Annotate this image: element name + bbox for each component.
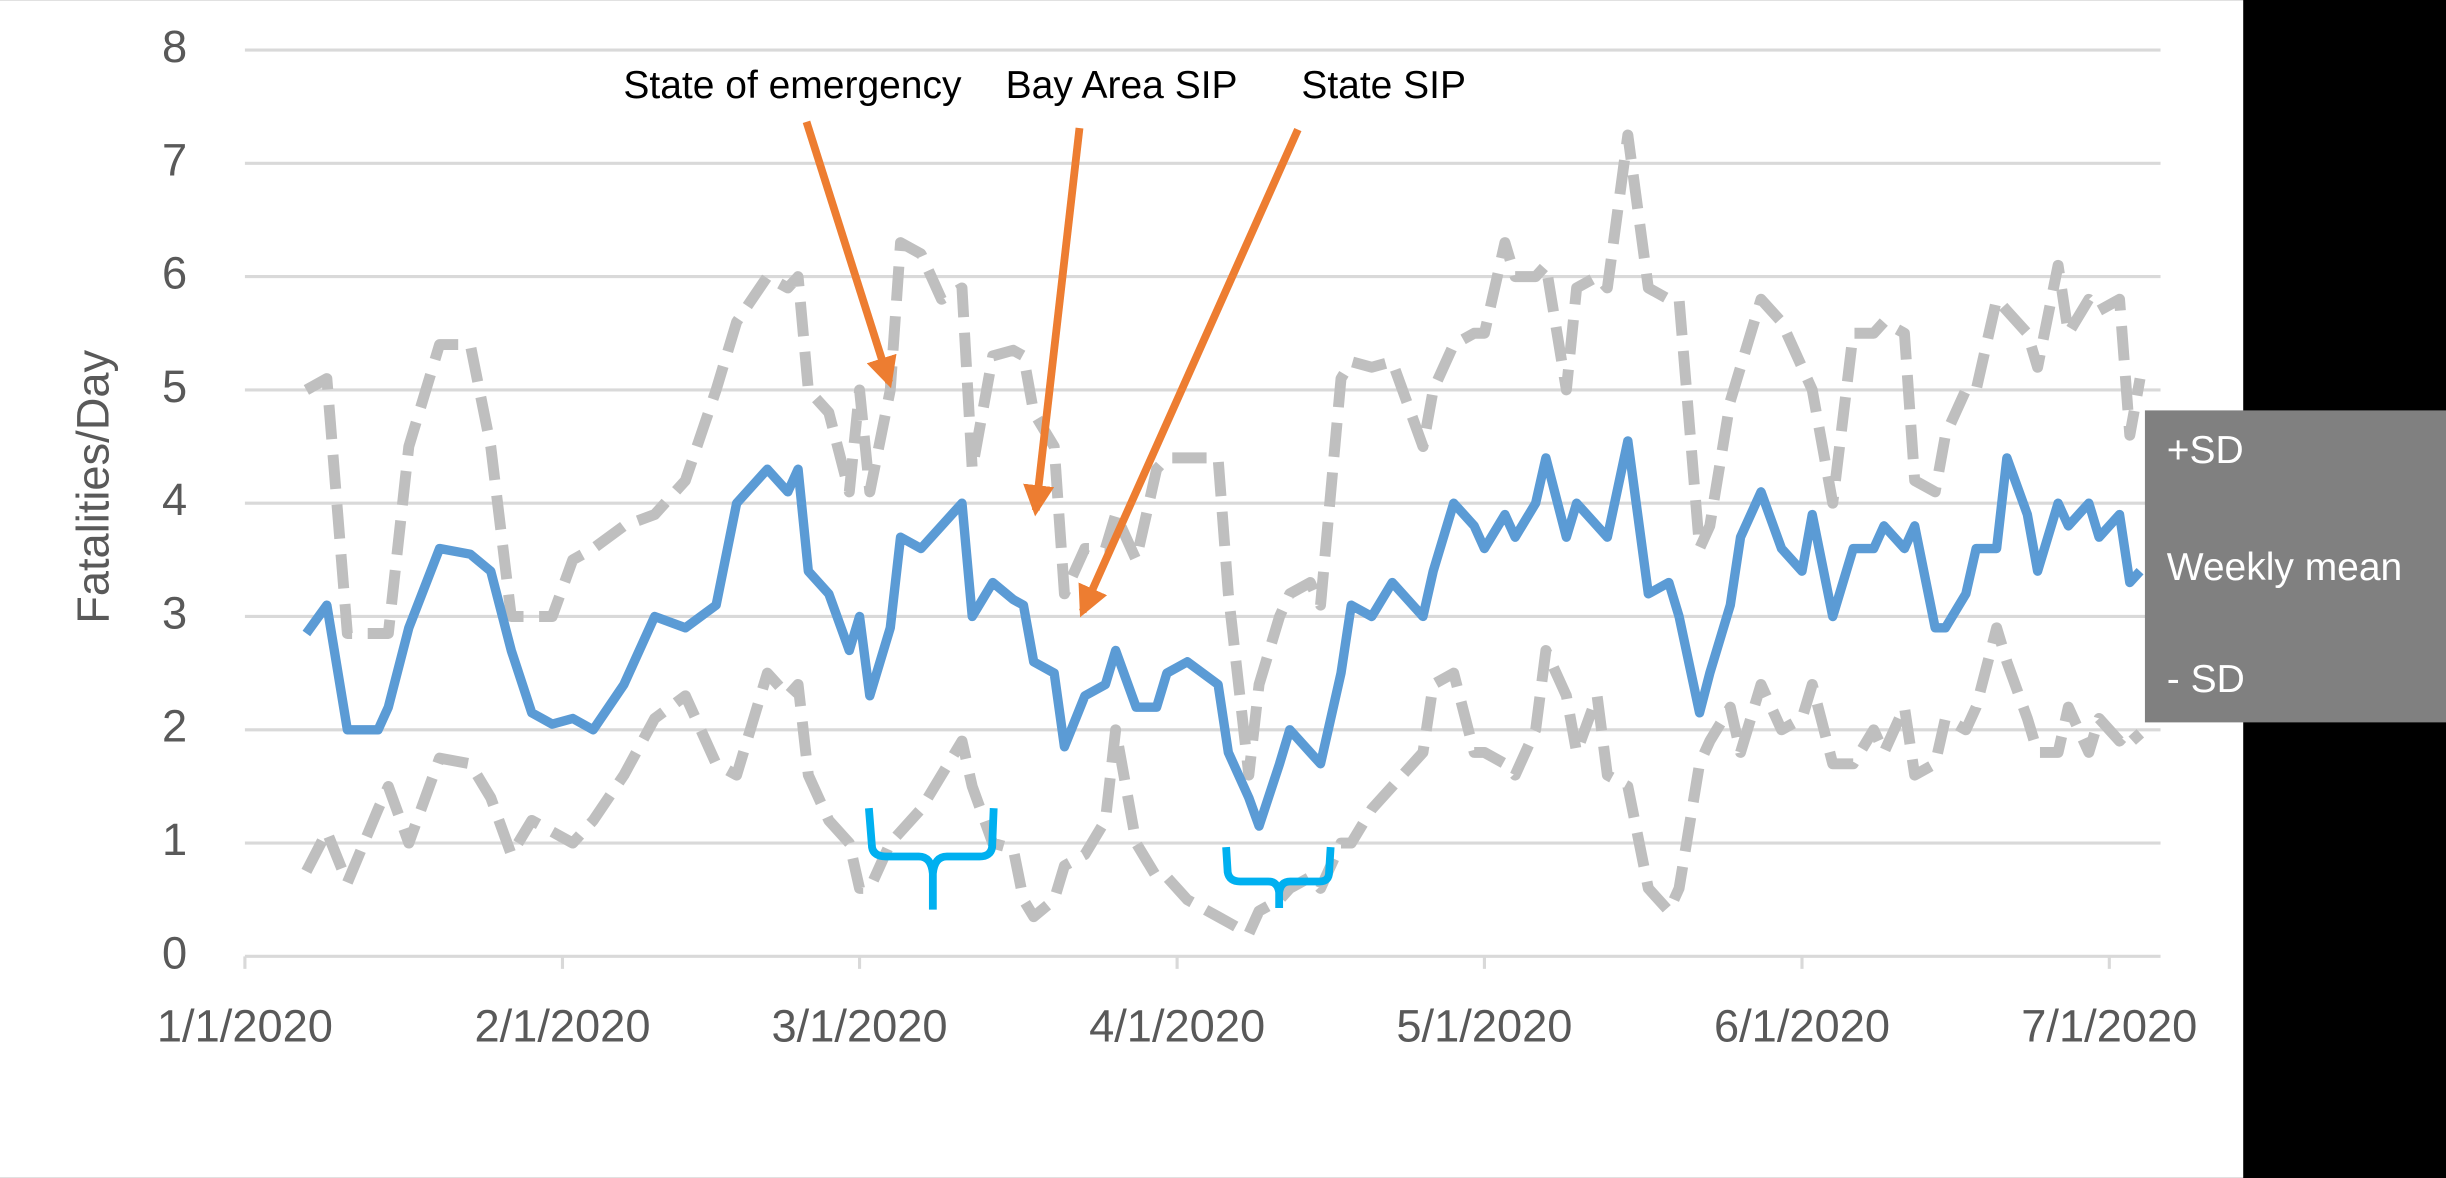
arrow [802,120,897,389]
bracket [865,807,998,910]
x-tick-label: 5/1/2020 [1396,1001,1572,1052]
legend-box [2144,410,2446,723]
y-tick-label: 7 [162,134,187,185]
y-tick-label: 1 [162,814,187,865]
mean-line [302,436,2144,831]
legend: +SD Weekly mean - SD [2167,429,2402,701]
y-tick-label: 0 [162,927,187,978]
plot-background [0,0,2244,1178]
x-tick-label: 4/1/2020 [1089,1001,1265,1052]
x-tick-label: 3/1/2020 [772,1001,948,1052]
y-tick-label: 8 [162,21,187,72]
sd-line [303,129,2146,781]
x-tick-label: 1/1/2020 [157,1001,333,1052]
arrow [1023,127,1084,517]
legend-entry: Weekly mean [2167,546,2402,589]
annotation: State of emergency [623,64,962,107]
y-tick-label: 3 [162,587,187,638]
y-axis-label: Fatalities/Day [68,349,119,623]
annotation-arrows [802,120,1302,618]
annotations: State of emergency Bay Area SIP State SIP [623,64,1466,107]
x-tick-label: 7/1/2020 [2021,1001,2197,1052]
brackets [865,807,1335,910]
arrow [1078,128,1302,618]
y-tick-label: 5 [162,361,187,412]
y-tick-label: 2 [162,701,187,752]
y-tick-label: 6 [162,248,187,299]
y-tick-label: 4 [162,474,187,525]
bracket [1222,846,1335,909]
x-tick-label: 2/1/2020 [474,1001,650,1052]
annotation: Bay Area SIP [1006,64,1238,107]
legend-entry: - SD [2167,658,2245,701]
x-tick-label: 6/1/2020 [1714,1001,1890,1052]
grid: 0 1 2 3 4 5 6 7 8 1/1/2020 2/1/2020 3/1/2020 4/1/202… [157,21,2197,1052]
legend-entry: +SD [2167,429,2244,472]
annotation: State SIP [1301,64,1466,107]
